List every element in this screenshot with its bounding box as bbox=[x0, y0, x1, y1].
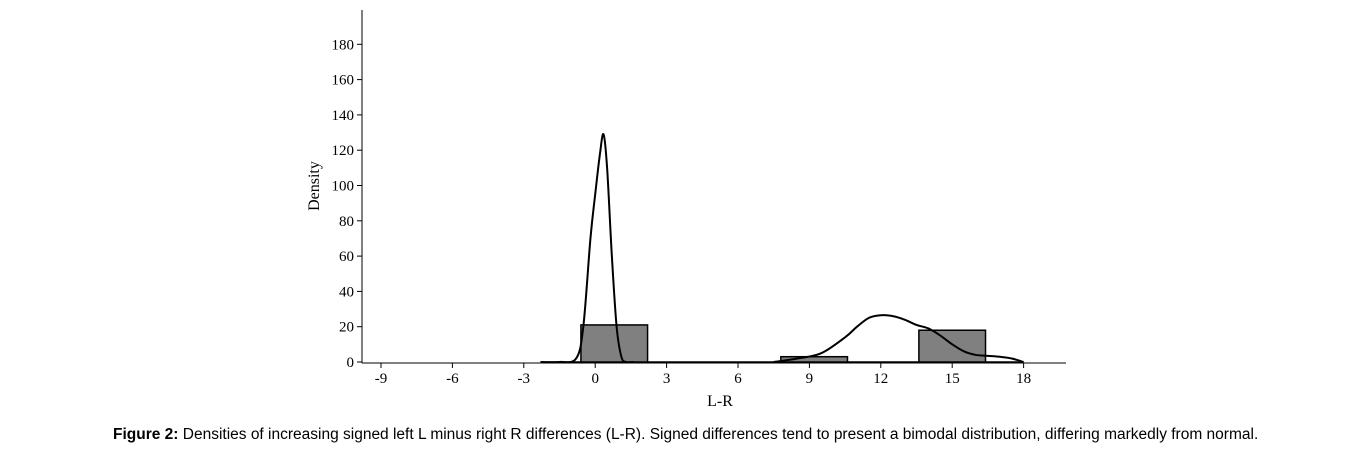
y-tick-label: 80 bbox=[339, 214, 354, 230]
x-tick-label: -6 bbox=[446, 371, 459, 387]
x-tick-label: 9 bbox=[806, 371, 814, 387]
histogram-bar-0 bbox=[580, 324, 649, 363]
caption-text: Densities of increasing signed left L mi… bbox=[178, 426, 1259, 443]
histogram-bar-2 bbox=[918, 329, 987, 363]
y-tick-label: 100 bbox=[332, 179, 355, 195]
x-axis-title: L-R bbox=[707, 393, 733, 410]
axes bbox=[361, 10, 1066, 364]
x-tick-label: 18 bbox=[1016, 371, 1031, 387]
y-tick-label: 180 bbox=[332, 37, 355, 53]
y-tick-label: 40 bbox=[339, 284, 354, 300]
density-curve-1 bbox=[773, 314, 1024, 363]
x-tick-label: 15 bbox=[945, 371, 960, 387]
figure-caption: Figure 2: Densities of increasing signed… bbox=[113, 424, 1333, 445]
density-curve-0 bbox=[540, 133, 634, 364]
y-tick-label: 0 bbox=[347, 355, 355, 371]
y-tick-label: 160 bbox=[332, 73, 355, 89]
histogram-bar-1 bbox=[780, 355, 849, 363]
x-tick-label: 3 bbox=[663, 371, 671, 387]
y-tick-label: 140 bbox=[332, 108, 355, 124]
x-tick-label: 12 bbox=[873, 371, 888, 387]
y-tick-label: 20 bbox=[339, 320, 354, 336]
histogram-bars bbox=[540, 324, 1024, 363]
x-tick-label: -9 bbox=[375, 371, 388, 387]
x-tick-label: 0 bbox=[591, 371, 599, 387]
y-axis-title: Density bbox=[306, 161, 323, 211]
caption-label: Figure 2: bbox=[113, 426, 179, 443]
y-tick-label: 60 bbox=[339, 249, 354, 265]
density-chart: -9 -6 -3 0 3 6 9 12 15 18020406080100120140160180… bbox=[306, 10, 1066, 410]
y-tick-label: 120 bbox=[332, 143, 355, 159]
x-tick-label: 6 bbox=[734, 371, 742, 387]
density-curves bbox=[540, 133, 1024, 364]
x-tick-label: -3 bbox=[518, 371, 531, 387]
